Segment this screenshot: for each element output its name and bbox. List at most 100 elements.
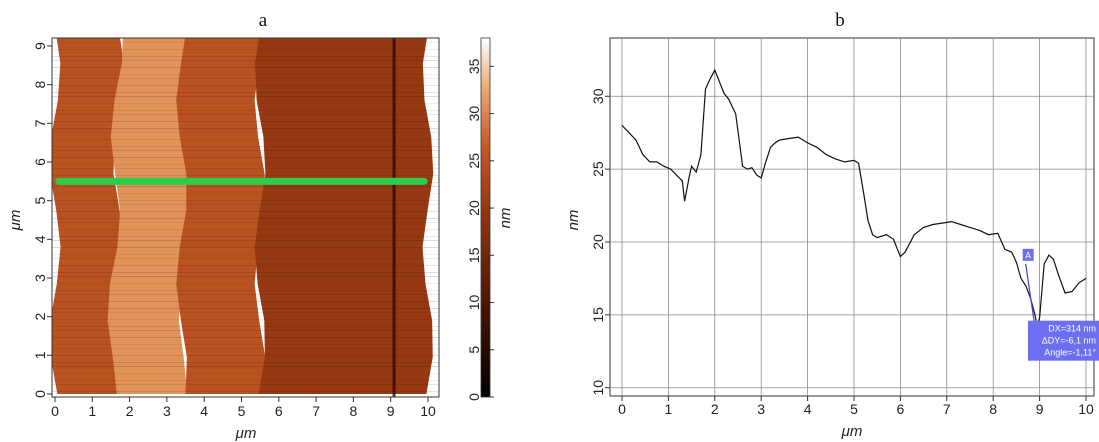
scan-streak xyxy=(52,247,439,248)
scan-streak xyxy=(52,200,439,201)
scan-streak xyxy=(52,157,439,158)
profile-x-tick-label: 10 xyxy=(1078,401,1094,417)
afm-y-tick-label: 6 xyxy=(32,158,48,166)
afm-x-tick-label: 9 xyxy=(387,403,395,419)
scan-streak xyxy=(52,290,439,291)
scan-streak xyxy=(52,67,439,68)
scan-streak xyxy=(52,132,439,133)
scan-streak xyxy=(52,186,439,187)
afm-x-tick-label: 8 xyxy=(350,403,358,419)
afm-x-tick-label: 5 xyxy=(238,403,246,419)
profile-x-tick-label: 4 xyxy=(804,401,812,417)
scan-streak xyxy=(52,114,439,115)
scan-streak xyxy=(52,78,439,79)
afm-map-axes: 0 1 2 3 4 5 6 7 8 9 10 0 1 2 3 4 5 6 7 8 9 xyxy=(32,42,436,419)
measurement-text: Angle=-1,11° xyxy=(1044,348,1096,358)
measurement-annotation: A DX=314 nm ΔDY=-6,1 nm Angle=-1,11° xyxy=(1022,248,1099,361)
scan-streak xyxy=(52,355,439,356)
measurement-text: DX=314 nm xyxy=(1048,324,1096,334)
profile-axes: 0 1 2 3 4 5 6 7 8 9 10 10 15 20 25 30 xyxy=(590,88,1094,417)
scan-streak xyxy=(52,326,439,327)
afm-x-tick-label: 6 xyxy=(275,403,283,419)
scan-streak xyxy=(52,236,439,237)
scan-streak xyxy=(52,391,439,392)
colorbar-tick-label: 25 xyxy=(466,153,482,169)
colorbar-tick-label: 10 xyxy=(466,295,482,311)
profile-x-tick-label: 8 xyxy=(989,401,997,417)
profile-y-tick-label: 10 xyxy=(590,380,606,396)
colorbar-axis: 0 5 10 15 20 25 30 35 xyxy=(466,58,494,401)
scan-streak xyxy=(52,175,439,176)
panel-b-label: b xyxy=(835,10,845,31)
afm-x-tick-label: 2 xyxy=(126,403,134,419)
scan-streak xyxy=(52,294,439,295)
colorbar-label: nm xyxy=(497,208,514,229)
afm-y-axis-label: μm xyxy=(7,210,24,232)
scan-streak xyxy=(52,312,439,313)
scan-streak xyxy=(52,366,439,367)
scan-streak xyxy=(52,56,439,57)
scan-streak xyxy=(52,103,439,104)
scan-streak xyxy=(52,121,439,122)
colorbar-tick-label: 30 xyxy=(466,106,482,122)
scan-streak xyxy=(52,92,439,93)
afm-y-tick-label: 1 xyxy=(32,351,48,359)
scan-streak xyxy=(52,96,439,97)
afm-y-tick-label: 2 xyxy=(32,313,48,321)
scan-streak xyxy=(52,272,439,273)
colorbar-tick-label: 15 xyxy=(466,247,482,263)
scan-streak xyxy=(52,283,439,284)
profile-line xyxy=(621,68,1087,327)
scan-streak xyxy=(52,254,439,255)
afm-y-tick-label: 0 xyxy=(32,390,48,398)
afm-y-tick-label: 7 xyxy=(32,119,48,127)
afm-x-tick-label: 0 xyxy=(51,403,59,419)
afm-y-tick-label: 3 xyxy=(32,274,48,282)
afm-y-tick-label: 5 xyxy=(32,197,48,205)
scan-streak xyxy=(52,362,439,363)
scan-streak xyxy=(52,398,439,399)
afm-y-tick-label: 8 xyxy=(32,81,48,89)
scan-streak xyxy=(52,150,439,151)
terrace-lower xyxy=(52,38,124,394)
marker-label: A xyxy=(1025,250,1031,260)
scan-streak xyxy=(52,218,439,219)
scan-streak xyxy=(52,265,439,266)
scan-streak xyxy=(52,110,439,111)
measurement-text: ΔDY=-6,1 nm xyxy=(1042,336,1096,346)
profile-x-tick-label: 6 xyxy=(897,401,905,417)
profile-y-tick-label: 30 xyxy=(590,88,606,104)
scan-streak xyxy=(52,204,439,205)
profile-y-tick-label: 20 xyxy=(590,234,606,250)
profile-x-tick-label: 7 xyxy=(943,401,951,417)
colorbar-tick-label: 0 xyxy=(466,393,482,401)
scan-streak xyxy=(52,240,439,241)
afm-x-tick-label: 7 xyxy=(312,403,320,419)
scan-streak xyxy=(52,193,439,194)
profile-x-tick-label: 9 xyxy=(1036,401,1044,417)
profile-plot-frame xyxy=(609,37,1095,397)
surface-scratch xyxy=(392,38,396,397)
afm-x-tick-label: 1 xyxy=(88,403,96,419)
profile-x-tick-label: 1 xyxy=(665,401,673,417)
afm-y-tick-label: 4 xyxy=(32,235,48,243)
scan-streak xyxy=(52,146,439,147)
colorbar-tick-label: 20 xyxy=(466,200,482,216)
scan-streak xyxy=(52,128,439,129)
colorbar-tick-label: 35 xyxy=(466,58,482,74)
profile-x-axis-label: μm xyxy=(841,423,863,440)
afm-x-tick-label: 10 xyxy=(420,403,436,419)
scan-streak xyxy=(52,74,439,75)
profile-y-tick-label: 15 xyxy=(590,307,606,323)
scan-streak xyxy=(52,276,439,277)
profile-y-axis-label: nm xyxy=(565,210,582,231)
scan-streak xyxy=(52,168,439,169)
scan-streak xyxy=(52,60,439,61)
scan-streak xyxy=(52,164,439,165)
afm-y-tick-label: 9 xyxy=(32,42,48,50)
terrace-upper xyxy=(107,38,197,394)
scan-streak xyxy=(52,301,439,302)
panel-a-label: a xyxy=(259,10,268,31)
afm-x-axis-label: μm xyxy=(235,425,257,442)
